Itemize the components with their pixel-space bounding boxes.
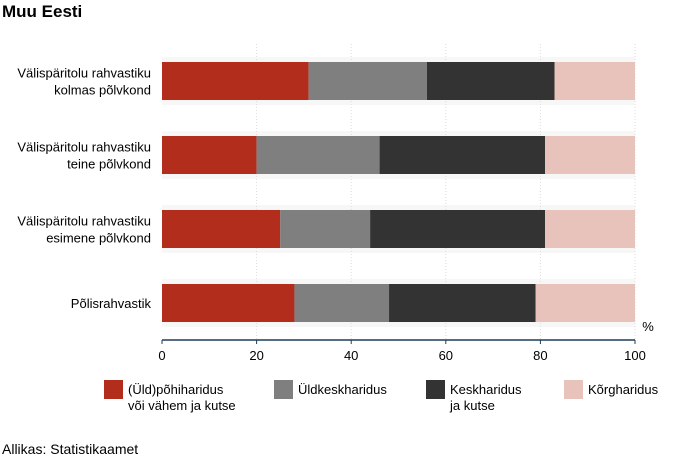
bar-segment-4 bbox=[535, 284, 635, 322]
category-label: kolmas põlvkond bbox=[54, 83, 151, 98]
legend-label: Keskharidus bbox=[450, 382, 522, 397]
legend-swatch bbox=[274, 380, 293, 399]
category-labels: Välispäritolu rahvastiku kolmas põlvkond V… bbox=[17, 66, 151, 312]
legend-label: (Üld)põhiharidus bbox=[128, 382, 224, 397]
bar-segment-4 bbox=[545, 210, 635, 248]
bar-segment-3 bbox=[370, 210, 546, 248]
x-tick-label: 20 bbox=[249, 348, 263, 363]
bar-segment-2 bbox=[294, 284, 390, 322]
legend-label: või vähem ja kutse bbox=[128, 398, 236, 413]
bar-segment-1 bbox=[162, 210, 281, 248]
bar-segment-4 bbox=[545, 136, 635, 174]
bar-segment-1 bbox=[162, 136, 257, 174]
bar-segment-3 bbox=[379, 136, 546, 174]
category-label: Välispäritolu rahvastiku bbox=[17, 66, 151, 81]
bars bbox=[162, 62, 635, 322]
bar-segment-3 bbox=[426, 62, 555, 100]
bar-segment-2 bbox=[280, 210, 371, 248]
x-tick-label: 0 bbox=[158, 348, 165, 363]
bar-segment-3 bbox=[389, 284, 536, 322]
x-tick-label: 100 bbox=[624, 348, 646, 363]
bar-segment-2 bbox=[256, 136, 380, 174]
source-note: Allikas: Statistikaamet bbox=[2, 441, 139, 457]
legend-swatch bbox=[104, 380, 123, 399]
legend-swatch bbox=[564, 380, 583, 399]
category-label: Välispäritolu rahvastiku bbox=[17, 214, 151, 229]
category-label: Põlisrahvastik bbox=[71, 296, 152, 311]
x-tick-label: 60 bbox=[439, 348, 453, 363]
legend-label: ja kutse bbox=[449, 398, 495, 413]
x-tick-label: 80 bbox=[533, 348, 547, 363]
bar-segment-1 bbox=[162, 284, 295, 322]
stacked-bar-chart: Välispäritolu rahvastiku kolmas põlvkond V… bbox=[17, 44, 659, 413]
x-tick-label: 40 bbox=[344, 348, 358, 363]
legend-label: Kõrgharidus bbox=[588, 382, 659, 397]
category-label: esimene põlvkond bbox=[46, 231, 151, 246]
unit-label: % bbox=[642, 319, 654, 334]
bar-segment-2 bbox=[308, 62, 427, 100]
bar-segment-4 bbox=[554, 62, 635, 100]
category-label: teine põlvkond bbox=[67, 157, 151, 172]
bar-segment-1 bbox=[162, 62, 309, 100]
x-axis: 0 20 40 60 80 100% bbox=[158, 319, 654, 363]
legend-label: Üldkeskharidus bbox=[298, 382, 387, 397]
category-label: Välispäritolu rahvastiku bbox=[17, 140, 151, 155]
chart-title: Muu Eesti bbox=[2, 2, 83, 21]
legend-swatch bbox=[426, 380, 445, 399]
